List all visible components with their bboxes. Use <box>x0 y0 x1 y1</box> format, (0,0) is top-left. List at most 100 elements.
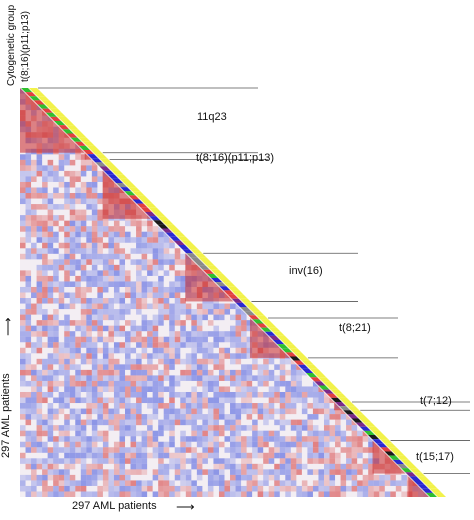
heatmap-cell <box>174 292 181 299</box>
heatmap-cell <box>191 364 197 370</box>
heatmap-cell <box>241 353 247 359</box>
annotation-band <box>58 125 70 130</box>
heatmap-cell <box>102 397 109 404</box>
heatmap-cell <box>64 320 70 326</box>
heatmap-cell <box>335 441 341 448</box>
heatmap-cell <box>180 309 186 315</box>
heatmap-cell <box>235 447 242 453</box>
heatmap-cell <box>191 447 197 453</box>
heatmap-cell <box>42 198 48 205</box>
heatmap-cell <box>31 447 37 453</box>
heatmap-cell <box>91 259 98 265</box>
heatmap-cell <box>180 403 186 409</box>
heatmap-cell <box>31 397 37 404</box>
heatmap-cell <box>69 391 76 398</box>
annotation-band-yellow <box>289 348 302 353</box>
heatmap-cell <box>224 414 231 420</box>
annotation-band-yellow <box>181 240 194 245</box>
heatmap-cell <box>163 452 170 459</box>
heatmap-cell <box>230 303 236 310</box>
heatmap-cell <box>53 320 59 326</box>
heatmap-cell <box>252 430 258 437</box>
heatmap-cell <box>20 226 26 232</box>
heatmap-cell <box>86 303 92 310</box>
heatmap-cell <box>97 452 103 459</box>
heatmap-cell <box>274 430 280 437</box>
heatmap-cell <box>152 408 159 415</box>
heatmap-cell <box>213 325 219 332</box>
heatmap-cell <box>307 447 313 453</box>
heatmap-cell <box>125 408 131 415</box>
annotation-band <box>128 195 140 200</box>
heatmap-cell <box>31 414 37 420</box>
heatmap-cell <box>64 259 70 265</box>
heatmap-cell <box>97 231 103 238</box>
heatmap-cell <box>86 353 92 359</box>
annotation-band-yellow <box>330 389 343 394</box>
heatmap-cell <box>36 414 43 420</box>
annotation-band-yellow <box>392 451 405 456</box>
heatmap-cell <box>64 253 70 260</box>
heatmap-cell <box>268 474 275 481</box>
heatmap-cell <box>351 474 358 481</box>
heatmap-cell <box>42 325 48 332</box>
heatmap-cell <box>47 298 54 304</box>
heatmap-cell <box>174 458 181 464</box>
heatmap-cell <box>185 314 192 321</box>
heatmap-cell <box>58 181 65 188</box>
heatmap-cell <box>207 369 214 376</box>
heatmap-cell <box>25 204 32 210</box>
heatmap-cell <box>401 491 407 497</box>
heatmap-cell <box>113 298 120 304</box>
heatmap-cell <box>86 231 92 238</box>
heatmap-cell <box>42 170 48 177</box>
heatmap-cell <box>136 414 142 420</box>
heatmap-cell <box>80 358 87 365</box>
heatmap-cell <box>218 397 225 404</box>
heatmap-cell <box>64 325 70 332</box>
heatmap-cell <box>401 480 407 486</box>
heatmap-cell <box>318 485 324 492</box>
heatmap-cell <box>285 480 291 486</box>
heatmap-cell <box>36 386 43 392</box>
heatmap-cell <box>268 469 275 475</box>
heatmap-cell <box>136 458 142 464</box>
heatmap-cell <box>36 336 43 343</box>
heatmap-cell <box>290 380 297 387</box>
column-header-subtitle: t(8;16)(p11;p13) <box>20 11 31 82</box>
heatmap-cell <box>86 347 92 354</box>
heatmap-cell <box>235 441 242 448</box>
annotation-band <box>202 269 214 274</box>
heatmap-cell <box>86 480 92 486</box>
group-block <box>84 152 92 160</box>
heatmap-cell <box>180 270 186 276</box>
heatmap-cell <box>47 286 54 293</box>
heatmap-cell <box>36 425 43 431</box>
heatmap-cell <box>136 391 142 398</box>
annotation-band <box>144 211 157 217</box>
heatmap-cell <box>64 204 70 210</box>
annotation-band <box>33 100 45 105</box>
heatmap-cell <box>53 447 59 453</box>
heatmap-cell <box>285 380 291 387</box>
annotation-band <box>82 149 95 155</box>
heatmap-cell <box>125 375 131 381</box>
heatmap-cell <box>25 342 32 348</box>
heatmap-cell <box>136 447 142 453</box>
heatmap-cell <box>53 193 59 199</box>
heatmap-cell <box>119 458 126 464</box>
heatmap-cell <box>20 275 26 282</box>
heatmap-cell <box>230 375 236 381</box>
heatmap-cell <box>58 193 65 199</box>
annotation-band <box>281 348 293 353</box>
heatmap-cell <box>136 452 142 459</box>
heatmap-cell <box>36 253 43 260</box>
heatmap-cell <box>36 248 43 254</box>
heatmap-cell <box>296 463 302 470</box>
heatmap-cell <box>152 298 159 304</box>
heatmap-cell <box>152 320 159 326</box>
heatmap-cell <box>235 480 242 486</box>
heatmap-cell <box>191 375 197 381</box>
heatmap-cell <box>235 369 242 376</box>
heatmap-cell <box>246 325 253 332</box>
